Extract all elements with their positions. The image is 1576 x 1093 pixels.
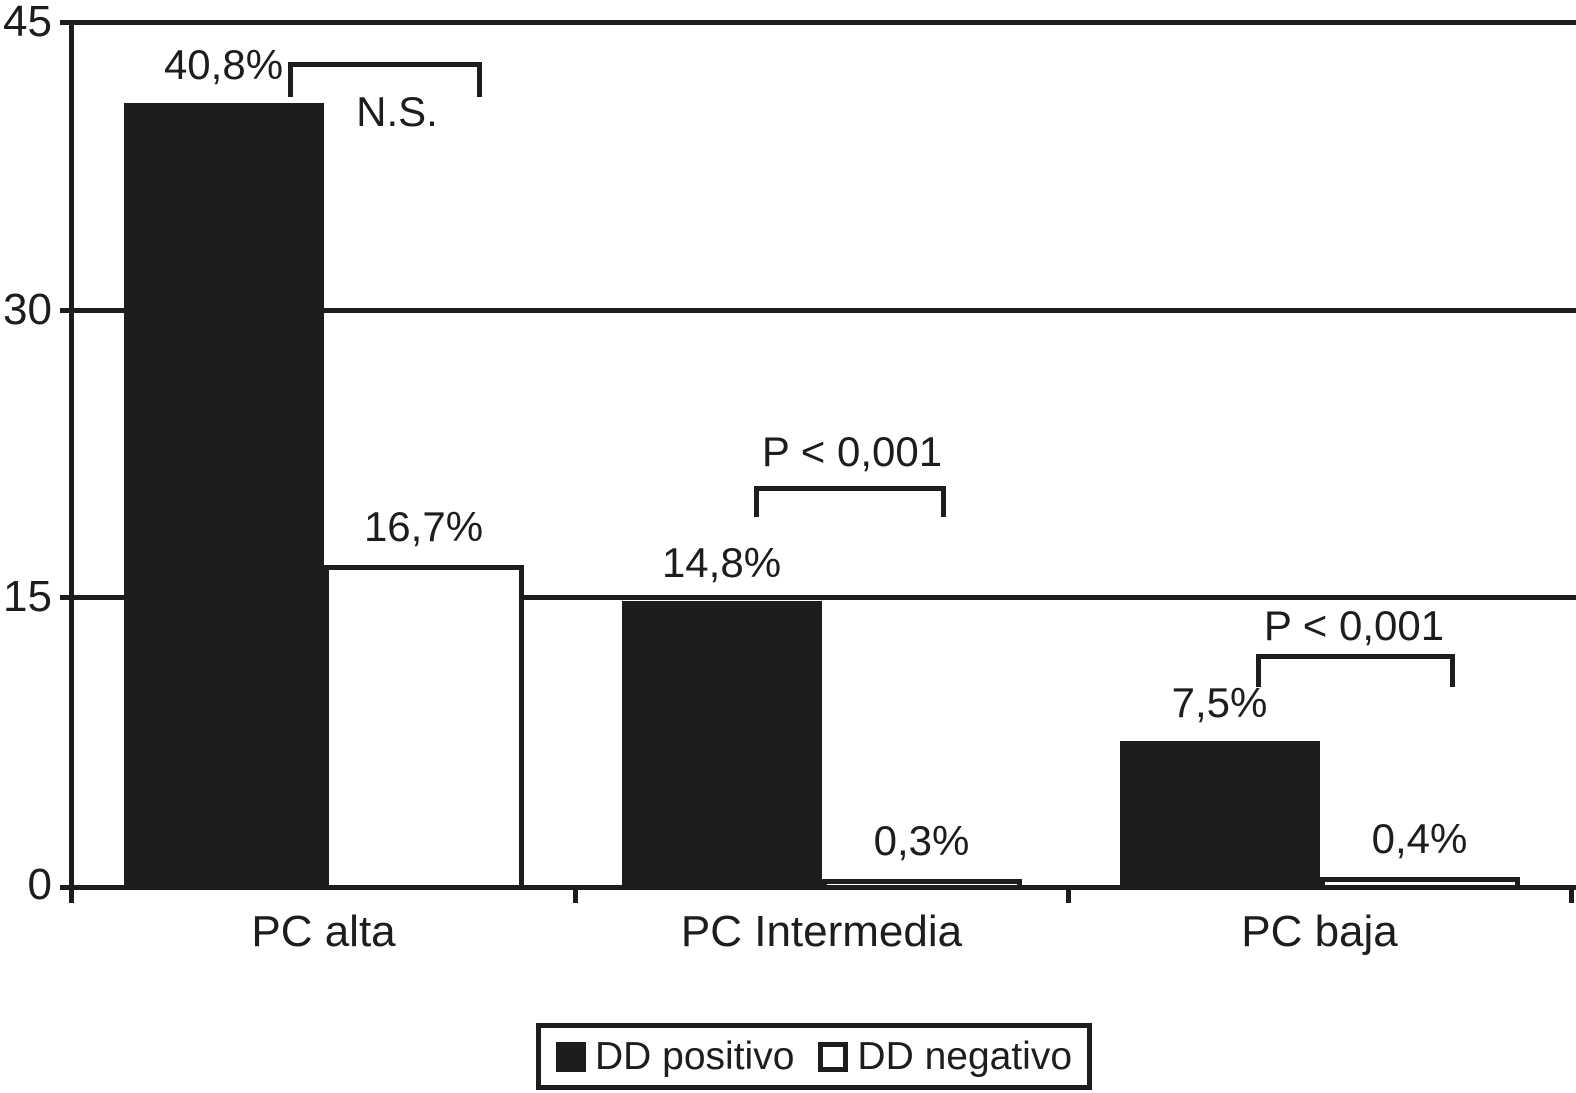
significance-label-pc-alta: N.S. xyxy=(356,88,438,135)
value-label-dd-negativo-pc-intermedia: 0,3% xyxy=(873,817,970,864)
y-axis-label-15: 15 xyxy=(3,572,52,621)
y-axis-label-45: 45 xyxy=(3,0,52,46)
value-label-dd-positivo-pc-baja: 7,5% xyxy=(1171,679,1268,726)
bar-dd-positivo-pc-intermedia xyxy=(621,601,822,890)
value-label-dd-negativo-pc-alta: 16,7% xyxy=(363,503,484,550)
legend: DD positivo DD negativo xyxy=(536,1023,1093,1090)
x-axis-label-pc-baja: PC baja xyxy=(1241,907,1398,956)
bar-dd-positivo-pc-alta xyxy=(123,103,324,890)
y-axis-label-0: 0 xyxy=(27,860,52,909)
significance-label-pc-intermedia: P < 0,001 xyxy=(761,428,943,475)
value-label-dd-positivo-pc-intermedia: 14,8% xyxy=(661,539,782,586)
value-label-dd-positivo-pc-alta: 40,8% xyxy=(163,41,284,88)
y-gridline-30 xyxy=(60,308,1576,313)
significance-bracket-pc-alta xyxy=(288,62,482,97)
y-gridline-15 xyxy=(60,595,1576,600)
bar-dd-negativo-pc-baja xyxy=(1319,877,1520,890)
y-gridline-45 xyxy=(60,20,1576,25)
y-axis-line xyxy=(69,20,74,903)
x-axis-tick-1 xyxy=(1066,885,1071,903)
x-axis-tick-2 xyxy=(1569,885,1574,903)
value-label-dd-negativo-pc-baja: 0,4% xyxy=(1371,815,1468,862)
legend-label-dd-positivo: DD positivo xyxy=(595,1034,795,1078)
bar-dd-negativo-pc-alta xyxy=(323,565,524,890)
legend-swatch-dd-negativo xyxy=(818,1041,849,1072)
significance-bracket-pc-baja xyxy=(1256,654,1455,687)
x-axis-tick-0 xyxy=(573,885,578,903)
significance-label-pc-baja: P < 0,001 xyxy=(1263,602,1445,649)
bar-dd-negativo-pc-intermedia xyxy=(821,879,1022,890)
y-axis-label-30: 30 xyxy=(3,285,52,334)
significance-bracket-pc-intermedia xyxy=(754,486,946,517)
bar-dd-positivo-pc-baja xyxy=(1119,741,1320,890)
x-axis-label-pc-alta: PC alta xyxy=(251,907,396,956)
legend-label-dd-negativo: DD negativo xyxy=(857,1034,1073,1078)
x-axis-label-pc-intermedia: PC Intermedia xyxy=(680,907,963,956)
legend-swatch-dd-positivo xyxy=(556,1041,586,1072)
